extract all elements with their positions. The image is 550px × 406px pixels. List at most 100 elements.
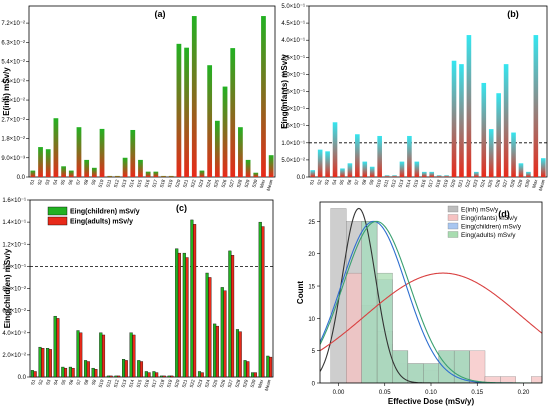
panel-d-letter: (d) [498,209,510,219]
panel-b-category-label: Max [531,178,538,188]
panel-c-bar-adults [238,331,242,378]
panel-c-bar-children [152,371,156,378]
panel-c-bar-children [159,375,164,378]
panel-b: 0.0 5.0×10⁻² 1.0×10⁻¹ 1.5×10⁻¹ 2.0×10⁻¹ 2.5×1… [280,4,548,191]
panel-b-bar [526,171,531,177]
panel-a-bar [122,157,128,177]
panel-b-category-label: S11 [383,179,390,188]
panel-b-category-label: S2 [316,179,322,186]
panel-a-bar [168,175,174,177]
panel-c-bar-children [243,360,247,378]
panel-c: 0.0 2.0×10⁻² 4.0×10⁻² 6.0×10⁻² 8.0×10⁻² 1.0×1… [2,198,274,392]
panel-a-y-axis-title: E(inh) mSv/y [2,67,11,116]
panel-c-bar-adults [94,369,98,378]
panel-b-category-label: S24 [479,179,486,189]
panel-b-bar [347,163,353,177]
panel-b-bar [466,35,472,177]
panel-a-category-label: S12 [113,179,120,189]
panel-c-bar-children [190,219,194,378]
panel-c-ytick-label: 1.0×10⁻¹ [2,264,26,270]
panel-c-category-label: S24 [204,379,211,389]
panel-a-category-label: S25 [213,179,220,189]
panel-c-category-label: S14 [128,379,135,389]
panel-c-bar-children [61,366,65,378]
panel-b-category-label: S13 [397,179,404,189]
panel-d-plot-area [320,207,542,383]
panel-b-bar [340,168,345,177]
panel-a-category-label: S1 [29,179,35,186]
panel-b-category-label: S12 [390,179,397,189]
panel-b-ytick-label: 5.0×10⁻² [281,158,305,164]
panel-d-legend-swatch-children [447,222,459,230]
panel-b-bar [511,132,516,177]
panel-c-bar-children [129,332,133,378]
panel-d-legend-swatch-inh [447,205,459,213]
panel-c-category-label: Mean [264,379,272,392]
panel-b-category-label: S7 [354,179,360,186]
panel-b-category-label: S28 [509,179,516,189]
panel-a-ytick-label: 5.4×10⁻² [1,60,25,66]
panel-c-bar-children [30,370,34,378]
panel-a-bar [214,120,220,177]
panel-c-category-label: S20 [174,379,181,389]
panel-b-category-label: S10 [375,179,382,189]
panel-d-hist-bar-adults [407,363,424,383]
panel-b-letter: (b) [507,9,519,19]
panel-c-bar-children [99,332,103,378]
panel-a-bar [115,175,120,177]
panel-c-bar-children [53,315,57,378]
panel-a-bar [99,128,105,177]
panel-b-bar [459,64,464,177]
panel-b-bar [533,35,539,177]
panel-a-bar [91,167,97,177]
panel-b-bar [540,158,546,177]
panel-a-category-label: S30 [251,179,258,189]
panel-a-category-label: S11 [105,179,112,188]
panel-b-ytick-label: 4.5×10⁻¹ [281,21,305,27]
panel-c-bar-adults [33,371,37,378]
panel-a-bar [61,166,66,177]
panel-c-bar-children [144,371,148,378]
panel-c-bar-adults [215,325,219,378]
panel-b-bar [414,161,420,177]
panel-c-category-label: S15 [136,379,143,389]
panel-b-ytick-label: 1.5×10⁻¹ [281,124,305,130]
panel-c-letter: (c) [176,203,187,213]
panel-b-bar [369,166,375,177]
panel-d-ytick-label: 5 [312,349,316,355]
panel-c-bar-adults [71,367,75,378]
panel-a-bar [199,170,205,177]
panel-c-bar-adults [208,277,212,378]
panel-c-bar-children [91,367,95,378]
panel-b-bar [325,151,330,177]
panel-a-category-label: S13 [121,179,128,189]
panel-c-category-label: S7 [76,379,82,386]
panel-d-legend-label-infants: Eing(infants) mSv/y [461,215,518,222]
panel-c-ytick-label: 8.0×10⁻² [2,287,26,293]
panel-d-hist-bar-infants [500,376,516,383]
panel-b-ytick-label: 3.0×10⁻¹ [281,72,305,78]
panel-d-legend-label-adults: Eing(adults) mSv/y [461,232,516,239]
panel-c-bar-adults [177,252,181,378]
panel-d-xtick-label: 0.05 [379,390,391,396]
panel-b-bar [377,135,382,177]
panel-c-bar-children [114,375,118,378]
panel-a-category-label: S16 [144,179,151,189]
panel-d-xtick-label: 0.10 [425,390,437,396]
panel-a-bar [207,65,213,177]
panel-a-category-label: S22 [190,179,197,189]
panel-b-category-label: S23 [472,179,479,189]
panel-b-category-label: S17 [427,179,434,189]
panel-a-bar [130,129,136,177]
legend-swatch-children [47,206,68,216]
panel-b-bar [518,163,524,177]
panel-c-bar-children [228,250,232,378]
panel-c-bar-children [266,355,270,378]
panel-c-category-label: S19 [166,379,173,389]
panel-c-bar-children [197,371,202,378]
panel-c-ytick-label: 6.0×10⁻² [2,309,26,315]
panel-b-category-label: S20 [450,179,457,189]
panel-a-category-label: S28 [236,179,243,189]
panel-d-legend-swatch-infants [447,214,459,221]
panel-c-ytick-label: 2.0×10⁻² [2,353,26,359]
